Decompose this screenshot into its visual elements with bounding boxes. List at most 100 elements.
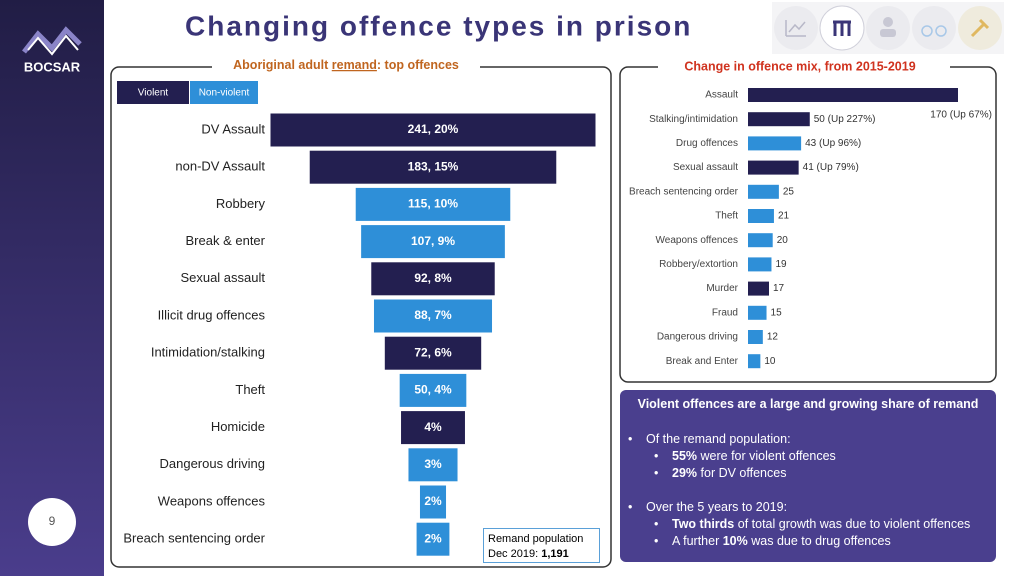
category-label: Illicit drug offences [158, 307, 266, 322]
value-label: 4% [424, 420, 442, 434]
value-label: 43 (Up 96%) [805, 138, 861, 149]
category-label: Break and Enter [666, 356, 739, 367]
panel-gap [212, 58, 480, 74]
bar [748, 330, 763, 344]
category-label: Weapons offences [656, 235, 738, 246]
sub-bullet: 29% for DV offences [654, 466, 787, 480]
value-label: 170 (Up 67%) [930, 110, 992, 121]
text: was due to drug offences [751, 534, 891, 548]
category-label: Theft [235, 382, 265, 397]
value-label: 19 [775, 259, 787, 270]
category-label: Weapons offences [158, 493, 266, 508]
category-label: Stalking/intimidation [649, 114, 738, 125]
category-label: Intimidation/stalking [151, 345, 265, 360]
value-label: 72, 6% [414, 345, 452, 359]
panel-gap [658, 58, 950, 76]
bullet: Over the 5 years to 2019: [628, 500, 787, 514]
category-label: Dangerous driving [159, 456, 265, 471]
value-label: 241, 20% [408, 122, 459, 136]
category-label: Sexual assault [180, 270, 265, 285]
note-value: 1,191 [541, 548, 569, 560]
value-label: 21 [778, 211, 790, 222]
funnel-bar [360, 224, 506, 260]
box-title: Violent offences are a large and growing… [637, 397, 979, 411]
value-label: 107, 9% [411, 234, 455, 248]
value-label: 115, 10% [408, 197, 458, 211]
emphasis: 29% [672, 466, 698, 480]
nav-icon[interactable] [866, 6, 910, 50]
funnel-bar [370, 261, 496, 297]
funnel-bar [418, 484, 448, 520]
category-label: Drug offences [676, 138, 738, 149]
text: A further [672, 534, 720, 548]
funnel-bar [407, 447, 459, 483]
bar [748, 354, 761, 369]
bar [748, 160, 799, 175]
legend-swatch [117, 81, 189, 104]
bar [748, 305, 767, 320]
funnel-bar [400, 410, 466, 446]
value-label: 50 (Up 227%) [814, 114, 876, 125]
category-label: DV Assault [201, 121, 265, 136]
summary-box: Violent offences are a large and growing… [620, 390, 996, 562]
note-line: Dec 2019: [488, 548, 542, 560]
legend-label: Non-violent [199, 88, 250, 99]
category-label: Breach sentencing order [629, 186, 739, 197]
category-label: Assault [705, 90, 738, 101]
value-label: 41 (Up 79%) [803, 162, 859, 173]
text: were for violent offences [700, 449, 836, 463]
value-label: 25 [783, 186, 795, 197]
category-label: Murder [706, 283, 738, 294]
logo-mark [22, 26, 82, 54]
funnel-bar [372, 298, 494, 334]
emphasis: 10% [722, 534, 748, 548]
bar [748, 281, 769, 296]
category-label: Robbery/extortion [659, 259, 738, 270]
value-label: 50, 4% [414, 383, 452, 397]
note-line: Remand population [488, 533, 584, 545]
value-label: 92, 8% [414, 271, 452, 285]
value-label: 17 [773, 283, 785, 294]
text: of total growth was due to violent offen… [737, 517, 971, 531]
value-label: 3% [424, 457, 442, 471]
category-label: Homicide [211, 419, 265, 434]
logo-mark [27, 34, 79, 56]
bar [748, 88, 958, 102]
value-label: 183, 15% [408, 159, 459, 173]
category-label: Sexual assault [673, 162, 738, 173]
funnel-bar [398, 372, 468, 408]
bar [748, 257, 772, 272]
page-badge [28, 498, 76, 546]
nav-icon[interactable] [912, 6, 956, 50]
bullet: Of the remand population: [628, 432, 790, 446]
category-label: non-DV Assault [175, 159, 265, 174]
value-label: 88, 7% [414, 308, 452, 322]
category-label: Robbery [216, 196, 266, 211]
emphasis: Two thirds [672, 517, 735, 531]
value-label: 2% [424, 531, 442, 545]
value-label: 15 [771, 307, 783, 318]
category-label: Breach sentencing order [123, 531, 265, 546]
nav-icon[interactable] [774, 6, 818, 50]
slide-title: Changing offence types in prison [185, 10, 692, 41]
bar [748, 136, 802, 151]
legend-label: Violent [138, 88, 169, 99]
bar [748, 112, 810, 127]
page-number: 9 [49, 514, 56, 528]
logo-text: BOCSAR [24, 59, 81, 74]
value-label: 20 [777, 235, 789, 246]
category-label: Theft [715, 211, 738, 222]
emphasis: 55% [672, 449, 698, 463]
title-part: remand [332, 58, 377, 72]
nav-icons [772, 2, 1004, 54]
sub-bullet: Two thirds of total growth was due to vi… [654, 517, 971, 531]
title-part: : top offences [377, 58, 459, 72]
funnel-bar [308, 149, 558, 185]
category-label: Fraud [712, 307, 738, 318]
legend-swatch [190, 81, 258, 104]
bar [748, 233, 773, 248]
funnel-bar [269, 112, 597, 148]
funnel-bar [415, 521, 451, 557]
sidebar [0, 0, 104, 576]
category-label: Break & enter [186, 233, 266, 248]
